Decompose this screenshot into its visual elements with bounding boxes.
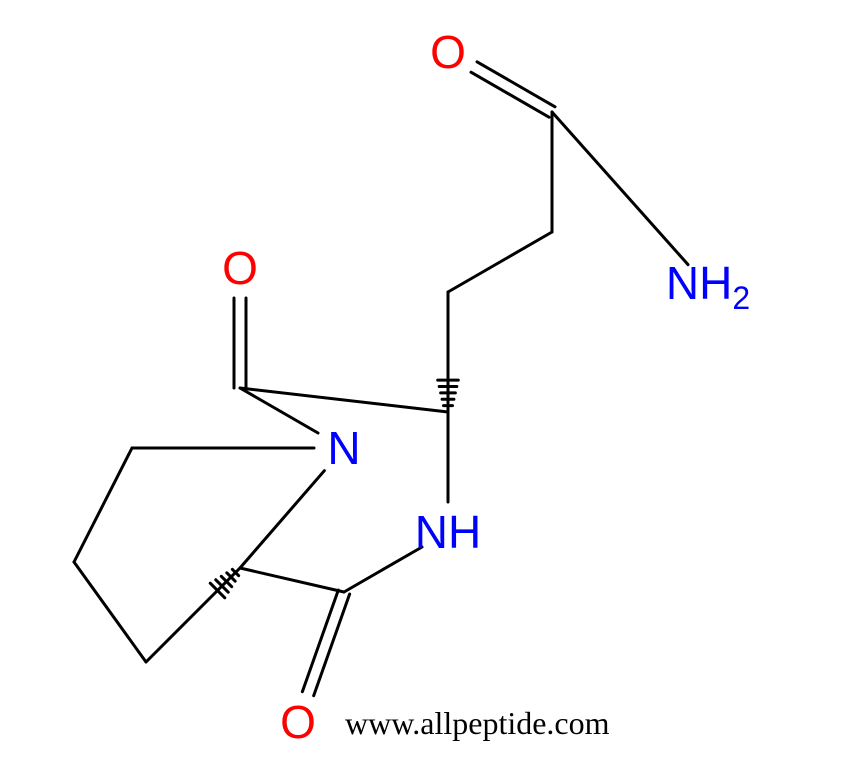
molecule-diagram [0,0,865,768]
watermark-text: www.allpeptide.com [345,705,610,742]
atom-label-n3: NH [415,509,481,555]
atom-label-o2: O [222,245,258,291]
atom-label-n2: N [327,425,360,471]
atom-label-o3: O [280,699,316,745]
atom-label-n1: NH2 [666,260,750,314]
atom-label-o1: O [430,29,466,75]
